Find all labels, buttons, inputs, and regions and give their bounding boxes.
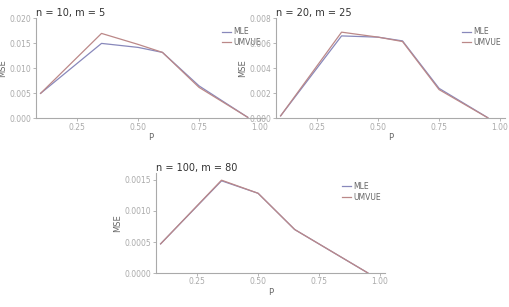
UMVUE <box>374 35 380 39</box>
Text: n = 100, m = 80: n = 100, m = 80 <box>155 162 237 173</box>
MLE <box>435 87 441 90</box>
Line: MLE: MLE <box>280 36 487 118</box>
MLE <box>195 84 202 88</box>
MLE <box>291 228 297 231</box>
Y-axis label: MSE: MSE <box>0 60 7 77</box>
MLE <box>374 35 380 39</box>
Legend: MLE, UMVUE: MLE, UMVUE <box>342 182 380 202</box>
MLE <box>38 91 44 95</box>
UMVUE <box>159 51 165 54</box>
UMVUE <box>484 116 490 120</box>
X-axis label: P: P <box>148 133 153 142</box>
MLE <box>98 41 104 45</box>
MLE <box>338 34 344 38</box>
MLE <box>159 51 165 54</box>
Y-axis label: MSE: MSE <box>113 214 122 232</box>
UMVUE <box>435 88 441 91</box>
UMVUE <box>291 228 297 231</box>
MLE <box>254 192 261 195</box>
UMVUE <box>195 86 202 89</box>
Line: MLE: MLE <box>160 181 367 273</box>
Line: MLE: MLE <box>41 43 247 117</box>
UMVUE <box>364 271 370 275</box>
Text: n = 10, m = 5: n = 10, m = 5 <box>36 8 105 17</box>
UMVUE <box>38 91 44 95</box>
X-axis label: P: P <box>267 288 272 297</box>
Y-axis label: MSE: MSE <box>238 60 246 77</box>
UMVUE <box>135 43 141 46</box>
UMVUE <box>338 30 344 34</box>
UMVUE <box>218 178 224 182</box>
MLE <box>399 39 405 43</box>
Text: n = 20, m = 25: n = 20, m = 25 <box>275 8 351 17</box>
UMVUE <box>277 114 283 118</box>
MLE <box>157 242 163 246</box>
Line: UMVUE: UMVUE <box>280 32 487 118</box>
MLE <box>484 116 490 119</box>
MLE <box>244 115 250 119</box>
MLE <box>277 114 283 118</box>
UMVUE <box>98 32 104 35</box>
MLE <box>135 45 141 49</box>
UMVUE <box>254 192 261 195</box>
Legend: MLE, UMVUE: MLE, UMVUE <box>461 27 500 47</box>
X-axis label: P: P <box>387 133 392 142</box>
UMVUE <box>157 242 163 246</box>
UMVUE <box>399 40 405 43</box>
UMVUE <box>244 115 250 119</box>
MLE <box>364 271 370 275</box>
Line: UMVUE: UMVUE <box>41 33 247 117</box>
Legend: MLE, UMVUE: MLE, UMVUE <box>221 27 261 47</box>
Line: UMVUE: UMVUE <box>160 180 367 273</box>
MLE <box>218 179 224 183</box>
